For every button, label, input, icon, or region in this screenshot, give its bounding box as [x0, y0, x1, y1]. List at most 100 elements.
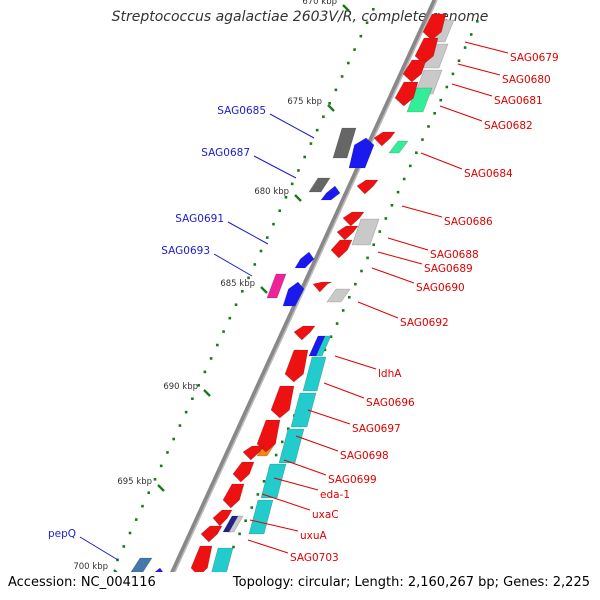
minor-tick-dot: [166, 451, 169, 454]
minor-tick-dot: [178, 424, 182, 427]
minor-tick-dot: [280, 440, 284, 444]
minor-tick-dot: [250, 506, 254, 509]
gene-label-sag0679[interactable]: SAG0679: [510, 52, 559, 64]
gene-label-pepq[interactable]: pepQ: [48, 528, 76, 540]
gene-leader-lines: [79, 41, 509, 561]
tick-label: 680 kbp: [254, 187, 289, 197]
gene-label-sag0698[interactable]: SAG0698: [340, 450, 389, 462]
minor-tick-dot: [396, 190, 400, 194]
gene-box-gray: [351, 218, 380, 246]
minor-tick-dot: [272, 222, 275, 226]
scale-ticks: 670 kbp 675 kbp 680 kbp 685 kbp 690 kbp 695 k…: [73, 0, 350, 572]
gene-arrow-red: [312, 281, 333, 293]
gene-label-sag0680[interactable]: SAG0680: [502, 74, 551, 86]
tick-label: 695 kbp: [117, 477, 152, 487]
gene-label-sag0696[interactable]: SAG0696: [366, 397, 415, 409]
minor-tick-dot: [390, 204, 394, 207]
minor-tick-dot: [360, 269, 363, 273]
gene-arrow-red: [402, 59, 427, 83]
minor-tick-dot: [303, 155, 306, 159]
minor-tick-dot: [457, 59, 461, 63]
gene-arrow-blue: [320, 185, 341, 201]
minor-tick-dot: [421, 138, 424, 141]
gene-box-darkgray: [332, 127, 357, 159]
gene-label-sag0689[interactable]: SAG0689: [424, 263, 473, 275]
minor-tick-dot: [234, 303, 238, 307]
minor-tick-dot: [335, 322, 339, 325]
leader-line: [269, 113, 315, 139]
leader-line: [334, 355, 377, 370]
gene-label-sag0699[interactable]: SAG0699: [328, 474, 377, 486]
tick-label: 685 kbp: [220, 279, 255, 289]
gene-label-sag0692[interactable]: SAG0692: [400, 317, 449, 329]
gene-label-sag0691[interactable]: SAG0691: [175, 213, 224, 225]
minor-tick-dot: [384, 217, 388, 220]
gene-arrow-red: [270, 385, 295, 419]
leader-line: [307, 409, 351, 425]
gene-arrow-red: [242, 445, 265, 461]
minor-tick-dot: [347, 61, 350, 65]
gene-label-uxua[interactable]: uxuA: [300, 530, 328, 542]
gene-label-sag0682[interactable]: SAG0682: [484, 120, 533, 132]
major-tick: [327, 104, 335, 112]
gene-label-sag0684[interactable]: SAG0684: [464, 168, 513, 180]
minor-tick-dot: [141, 504, 144, 508]
gene-arrow-red: [293, 325, 316, 341]
gene-label-sag0688[interactable]: SAG0688: [430, 249, 479, 261]
leader-line: [377, 251, 423, 265]
gene-arrow-blue: [154, 567, 164, 572]
gene-arrow-red: [336, 225, 359, 241]
minor-tick-dot: [469, 33, 473, 36]
minor-tick-dot: [259, 249, 263, 253]
minor-tick-dot: [265, 236, 269, 239]
minor-tick-dot: [278, 209, 282, 213]
gene-label-sag0703[interactable]: SAG0703: [290, 552, 339, 564]
gene-label-sag0697[interactable]: SAG0697: [352, 423, 401, 435]
minor-tick-dot: [365, 21, 369, 25]
minor-tick-dot: [372, 243, 375, 247]
gene-label-sag0681[interactable]: SAG0681: [494, 95, 543, 107]
minor-tick-dot: [172, 437, 175, 441]
major-tick: [113, 569, 118, 572]
gene-label-sag0690[interactable]: SAG0690: [416, 282, 465, 294]
gene-labels: SAG0679 SAG0680 SAG0681 SAG0682 SAG0684 SAG06…: [48, 52, 559, 564]
minor-tick-dot: [134, 518, 138, 521]
leader-line: [464, 41, 509, 54]
leader-line: [273, 477, 319, 491]
major-tick: [157, 484, 165, 492]
minor-tick-dot: [122, 545, 126, 548]
minor-tick-dot: [232, 545, 235, 549]
gene-label-uxac[interactable]: uxaC: [312, 509, 339, 521]
gene-label-sag0685[interactable]: SAG0685: [217, 105, 266, 117]
minor-tick-dot: [408, 164, 412, 168]
minor-tick-dot: [415, 151, 418, 155]
minor-tick-dot: [378, 230, 382, 233]
minor-tick-dot: [247, 276, 250, 280]
map-title: Streptococcus agalactiae 2603V/R, comple…: [111, 9, 489, 25]
gene-label-ldha[interactable]: ldhA: [378, 368, 402, 380]
minor-tick-dot: [476, 20, 479, 23]
gene-arrow-blue: [282, 281, 305, 307]
gene-label-sag0686[interactable]: SAG0686: [444, 216, 493, 228]
minor-tick-dot: [274, 453, 278, 457]
leader-line: [371, 267, 415, 284]
minor-tick-dot: [153, 478, 157, 481]
gene-arrow-red: [422, 13, 447, 41]
gene-label-sag0693[interactable]: SAG0693: [161, 245, 210, 257]
minor-tick-dot: [284, 196, 288, 199]
gene-arrow-red: [284, 349, 309, 383]
leader-line: [401, 205, 443, 218]
tick-label: 690 kbp: [163, 382, 198, 392]
gene-label-sag0687[interactable]: SAG0687: [201, 147, 250, 159]
gene-box-cyan: [302, 356, 327, 392]
gene-arrow-red: [356, 179, 379, 195]
gene-box-cyan: [290, 392, 317, 428]
major-tick: [342, 4, 350, 12]
minor-tick-dot: [191, 397, 194, 401]
gene-arrow-blue: [348, 137, 375, 169]
minor-tick-dot: [241, 290, 244, 293]
gene-label-eda-1[interactable]: eda-1: [320, 489, 350, 501]
gene-box-darkgray: [308, 177, 331, 193]
minor-tick-dot: [348, 296, 351, 299]
